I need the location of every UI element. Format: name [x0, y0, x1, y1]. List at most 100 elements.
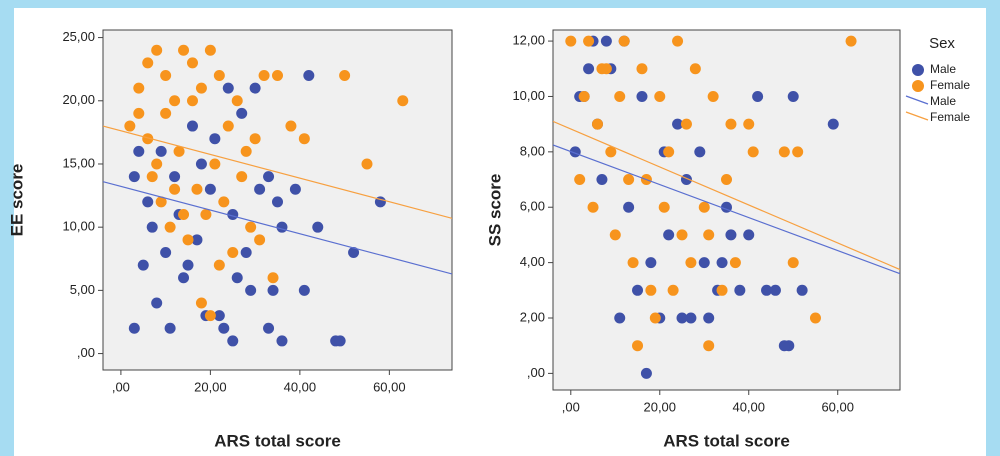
point [195, 297, 207, 309]
point [267, 272, 279, 284]
point [142, 133, 154, 145]
point [698, 201, 710, 213]
point [204, 44, 216, 56]
point [703, 229, 715, 241]
point [578, 90, 590, 102]
point [312, 221, 324, 233]
point [155, 196, 167, 208]
point [160, 107, 172, 119]
point [796, 284, 808, 296]
point [680, 118, 692, 130]
y-tick-label: 10,00 [512, 88, 545, 103]
y-tick-label: 15,00 [62, 155, 95, 170]
point [231, 95, 243, 107]
point [249, 133, 261, 145]
point [178, 44, 190, 56]
point [231, 272, 243, 284]
point [685, 312, 697, 324]
fit-line [553, 144, 900, 275]
point [689, 63, 701, 75]
point [213, 259, 225, 271]
y-tick-label: 2,00 [520, 309, 545, 324]
y-tick-label: 25,00 [62, 29, 95, 44]
point [649, 312, 661, 324]
point [583, 35, 595, 47]
point [716, 284, 728, 296]
point [348, 246, 360, 258]
point [827, 118, 839, 130]
point [778, 340, 790, 352]
point [698, 257, 710, 269]
point [303, 70, 315, 82]
point [707, 90, 719, 102]
point [574, 174, 586, 186]
point [142, 196, 154, 208]
point [623, 201, 635, 213]
point [263, 322, 275, 334]
point [182, 234, 194, 246]
point [627, 257, 639, 269]
point [658, 201, 670, 213]
point [747, 146, 759, 158]
point [151, 158, 163, 170]
legend-line [905, 111, 929, 121]
marks [103, 44, 452, 347]
point [164, 221, 176, 233]
x-axis-title: ARS total score [214, 431, 341, 450]
point [240, 145, 252, 157]
legend-label: Male [930, 62, 956, 76]
point [761, 284, 773, 296]
point [632, 284, 644, 296]
point [663, 229, 675, 241]
legend-label: Female [930, 78, 970, 92]
point [186, 120, 198, 132]
point [169, 183, 181, 195]
point [222, 120, 234, 132]
point [267, 284, 279, 296]
point [334, 335, 346, 347]
x-tick-label: 20,00 [643, 399, 676, 414]
y-tick-label: 12,00 [512, 33, 545, 48]
point [694, 146, 706, 158]
point [298, 133, 310, 145]
point [587, 201, 599, 213]
point [640, 367, 652, 379]
x-tick-label: ,00 [562, 399, 580, 414]
point [361, 158, 373, 170]
point [663, 146, 675, 158]
point [591, 118, 603, 130]
point [209, 158, 221, 170]
point [667, 284, 679, 296]
point [195, 158, 207, 170]
point [191, 183, 203, 195]
x-tick-label: 60,00 [373, 379, 406, 394]
point [703, 312, 715, 324]
point [769, 284, 781, 296]
point [236, 171, 248, 183]
point [276, 221, 288, 233]
point [645, 284, 657, 296]
y-tick-label: 20,00 [62, 92, 95, 107]
point [725, 118, 737, 130]
point [672, 118, 684, 130]
point [222, 82, 234, 94]
point [249, 82, 261, 94]
point [218, 196, 230, 208]
point [160, 246, 172, 258]
legend-label: Female [930, 110, 970, 124]
point [743, 229, 755, 241]
point [276, 335, 288, 347]
point [845, 35, 857, 47]
point [645, 257, 657, 269]
point [218, 322, 230, 334]
point [151, 44, 163, 56]
point [778, 146, 790, 158]
fit-line [553, 120, 900, 271]
point [124, 120, 136, 132]
point [636, 63, 648, 75]
point [632, 340, 644, 352]
y-tick-label: 10,00 [62, 219, 95, 234]
point [204, 183, 216, 195]
point [596, 174, 608, 186]
